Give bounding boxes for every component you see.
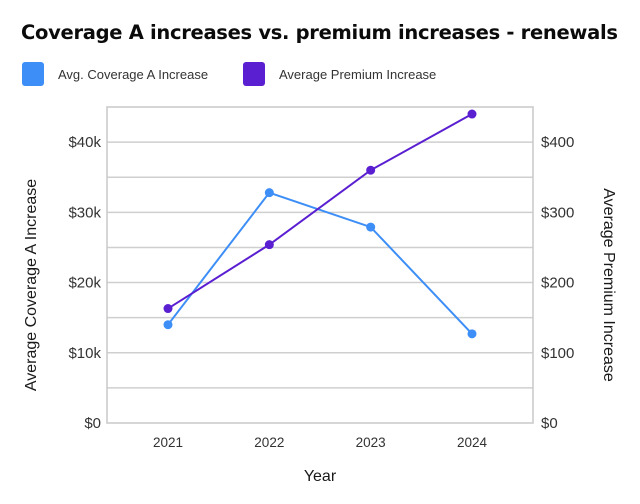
x-tick-label: 2024 bbox=[457, 435, 488, 450]
series-layer bbox=[163, 109, 477, 339]
y-right-tick-label: $100 bbox=[541, 345, 574, 362]
gridlines bbox=[107, 141, 533, 389]
x-axis: 2021 2022 2023 2024 bbox=[153, 435, 488, 450]
y-right-tick-label: $200 bbox=[541, 275, 574, 292]
y-left-tick-label: $40k bbox=[68, 134, 101, 151]
legend-item-coverage[interactable]: Avg. Coverage A Increase bbox=[22, 62, 208, 86]
legend-item-premium[interactable]: Average Premium Increase bbox=[243, 62, 436, 86]
data-point-premium-2023[interactable] bbox=[366, 165, 376, 175]
y-axis-left: $0 $10k $20k $30k $40k bbox=[68, 134, 101, 432]
x-tick-label: 2022 bbox=[254, 435, 284, 450]
y-left-tick-label: $10k bbox=[68, 345, 101, 362]
x-tick-label: 2021 bbox=[153, 435, 183, 450]
data-point-premium-2021[interactable] bbox=[163, 304, 173, 314]
y-axis-right-title: Average Premium Increase bbox=[600, 188, 617, 382]
x-tick-label: 2023 bbox=[356, 435, 386, 450]
y-right-tick-label: $400 bbox=[541, 134, 574, 151]
data-point-coverage-2022[interactable] bbox=[264, 188, 274, 198]
y-left-tick-label: $20k bbox=[68, 275, 101, 292]
y-left-tick-label: $0 bbox=[84, 415, 101, 432]
legend-swatch-premium bbox=[243, 62, 265, 86]
chart-title: Coverage A increases vs. premium increas… bbox=[21, 21, 618, 44]
legend-label-coverage: Avg. Coverage A Increase bbox=[58, 66, 209, 82]
y-axis-left-title: Average Coverage A Increase bbox=[23, 179, 40, 391]
data-point-coverage-2023[interactable] bbox=[366, 222, 376, 232]
y-right-tick-label: $0 bbox=[541, 415, 558, 432]
data-point-premium-2022[interactable] bbox=[264, 240, 274, 250]
data-point-coverage-2024[interactable] bbox=[467, 329, 477, 339]
x-axis-title: Year bbox=[304, 468, 337, 485]
y-left-tick-label: $30k bbox=[68, 204, 101, 221]
y-right-tick-label: $300 bbox=[541, 204, 574, 221]
data-point-coverage-2021[interactable] bbox=[163, 320, 173, 330]
series-line-coverage bbox=[167, 191, 473, 335]
legend-swatch-coverage bbox=[22, 62, 44, 86]
data-point-premium-2024[interactable] bbox=[467, 109, 477, 119]
series-line-premium bbox=[167, 113, 473, 310]
plot-border bbox=[106, 106, 534, 424]
legend-label-premium: Average Premium Increase bbox=[279, 66, 437, 82]
y-axis-right: $0 $100 $200 $300 $400 bbox=[541, 134, 574, 432]
